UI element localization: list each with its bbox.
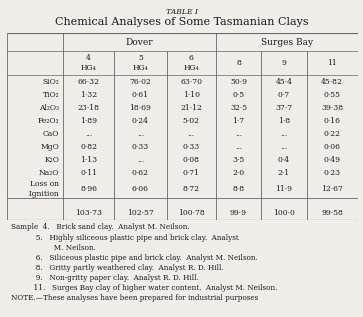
Text: 6·06: 6·06 xyxy=(132,185,149,193)
Text: 2·1: 2·1 xyxy=(278,169,290,177)
Text: 11.   Surges Bay clay of higher water content.  Analyst M. Neilson.: 11. Surges Bay clay of higher water cont… xyxy=(11,284,277,292)
Text: SiO₂: SiO₂ xyxy=(42,78,59,86)
Text: 0·4: 0·4 xyxy=(278,156,290,164)
Text: 11: 11 xyxy=(327,59,337,67)
Text: 8·72: 8·72 xyxy=(183,185,200,193)
Text: Chemical Analyses of Some Tasmanian Clays: Chemical Analyses of Some Tasmanian Clay… xyxy=(55,17,308,28)
Text: Fe₂O₃: Fe₂O₃ xyxy=(38,117,59,125)
Text: 1·7: 1·7 xyxy=(232,117,245,125)
Text: 9: 9 xyxy=(282,59,286,67)
Text: 1·32: 1·32 xyxy=(80,91,97,99)
Text: 39·38: 39·38 xyxy=(321,104,343,112)
Text: 32·5: 32·5 xyxy=(230,104,247,112)
Text: Loss on
  Ignition: Loss on Ignition xyxy=(24,180,59,197)
Text: ...: ... xyxy=(137,130,144,138)
Text: ...: ... xyxy=(188,130,195,138)
Text: ...: ... xyxy=(137,156,144,164)
Text: 18·69: 18·69 xyxy=(130,104,151,112)
Text: 99·9: 99·9 xyxy=(230,209,247,217)
Text: 103·73: 103·73 xyxy=(75,209,102,217)
Text: 99·58: 99·58 xyxy=(321,209,343,217)
Text: 37·7: 37·7 xyxy=(276,104,293,112)
Text: 0·23: 0·23 xyxy=(323,169,341,177)
Text: 2·0: 2·0 xyxy=(232,169,245,177)
Text: ...: ... xyxy=(281,130,287,138)
Text: ...: ... xyxy=(235,143,242,151)
Text: Na₂O: Na₂O xyxy=(39,169,59,177)
Text: 8·96: 8·96 xyxy=(80,185,97,193)
Text: 102·57: 102·57 xyxy=(127,209,154,217)
Text: 0·82: 0·82 xyxy=(80,143,97,151)
Text: 66·32: 66·32 xyxy=(78,78,100,86)
Text: 50·9: 50·9 xyxy=(230,78,247,86)
Text: M. Neilson.: M. Neilson. xyxy=(11,244,96,252)
Text: 0·11: 0·11 xyxy=(80,169,97,177)
Text: 8·8: 8·8 xyxy=(232,185,245,193)
Text: TABLE I: TABLE I xyxy=(166,8,197,16)
Text: 1·13: 1·13 xyxy=(80,156,97,164)
Text: 6
HG₄: 6 HG₄ xyxy=(183,54,199,72)
Text: 4
HG₄: 4 HG₄ xyxy=(81,54,97,72)
Text: 5
HG₄: 5 HG₄ xyxy=(132,54,148,72)
Text: MgO: MgO xyxy=(40,143,59,151)
Text: 63·70: 63·70 xyxy=(180,78,202,86)
Text: 1·89: 1·89 xyxy=(80,117,97,125)
Text: 12·67: 12·67 xyxy=(321,185,343,193)
Text: Al₂O₃: Al₂O₃ xyxy=(39,104,59,112)
Text: 9.   Non-gritty paper clay.  Analyst R. D. Hill.: 9. Non-gritty paper clay. Analyst R. D. … xyxy=(11,274,199,282)
Text: 0·06: 0·06 xyxy=(324,143,340,151)
Text: 3·5: 3·5 xyxy=(232,156,245,164)
Text: 0·7: 0·7 xyxy=(278,91,290,99)
Text: 100·0: 100·0 xyxy=(273,209,295,217)
Text: 1·8: 1·8 xyxy=(278,117,290,125)
Text: 0·5: 0·5 xyxy=(232,91,245,99)
Text: 76·02: 76·02 xyxy=(130,78,151,86)
Text: 21·12: 21·12 xyxy=(180,104,202,112)
Text: ...: ... xyxy=(281,143,287,151)
Text: 8.   Gritty partly weathered clay.  Analyst R. D. Hill.: 8. Gritty partly weathered clay. Analyst… xyxy=(11,264,224,272)
Text: TiO₂: TiO₂ xyxy=(42,91,59,99)
Text: 5.   Highly siliceous plastic pipe and brick clay.  Analyst: 5. Highly siliceous plastic pipe and bri… xyxy=(11,234,238,242)
Text: CaO: CaO xyxy=(43,130,59,138)
Text: 0·61: 0·61 xyxy=(132,91,149,99)
Text: 1·10: 1·10 xyxy=(183,91,200,99)
Text: Sample  4.   Brick sand clay.  Analyst M. Neilson.: Sample 4. Brick sand clay. Analyst M. Ne… xyxy=(11,223,189,231)
Text: ...: ... xyxy=(85,130,92,138)
Text: 0·24: 0·24 xyxy=(132,117,149,125)
Text: 45·82: 45·82 xyxy=(321,78,343,86)
Text: 0·33: 0·33 xyxy=(183,143,200,151)
Text: 5·02: 5·02 xyxy=(183,117,200,125)
Text: 0·62: 0·62 xyxy=(132,169,149,177)
Text: Surges Bay: Surges Bay xyxy=(261,37,313,47)
Text: 0·71: 0·71 xyxy=(183,169,200,177)
Text: Dover: Dover xyxy=(126,37,153,47)
Text: ...: ... xyxy=(235,130,242,138)
Text: 0·33: 0·33 xyxy=(132,143,149,151)
Text: 0·49: 0·49 xyxy=(324,156,340,164)
Text: K₂O: K₂O xyxy=(44,156,59,164)
Text: 0·16: 0·16 xyxy=(324,117,340,125)
Text: 6.   Siliceous plastic pipe and brick clay.  Analyst M. Neilson.: 6. Siliceous plastic pipe and brick clay… xyxy=(11,254,258,262)
Text: 0·55: 0·55 xyxy=(324,91,340,99)
Text: 0·08: 0·08 xyxy=(183,156,200,164)
Text: 11·9: 11·9 xyxy=(276,185,293,193)
Text: NOTE.—These analyses have been prepared for industrial purposes: NOTE.—These analyses have been prepared … xyxy=(11,294,258,302)
Text: 0·22: 0·22 xyxy=(324,130,340,138)
Text: 100·78: 100·78 xyxy=(178,209,204,217)
Text: 8: 8 xyxy=(236,59,241,67)
Text: 45·4: 45·4 xyxy=(276,78,293,86)
Text: 23·18: 23·18 xyxy=(78,104,100,112)
